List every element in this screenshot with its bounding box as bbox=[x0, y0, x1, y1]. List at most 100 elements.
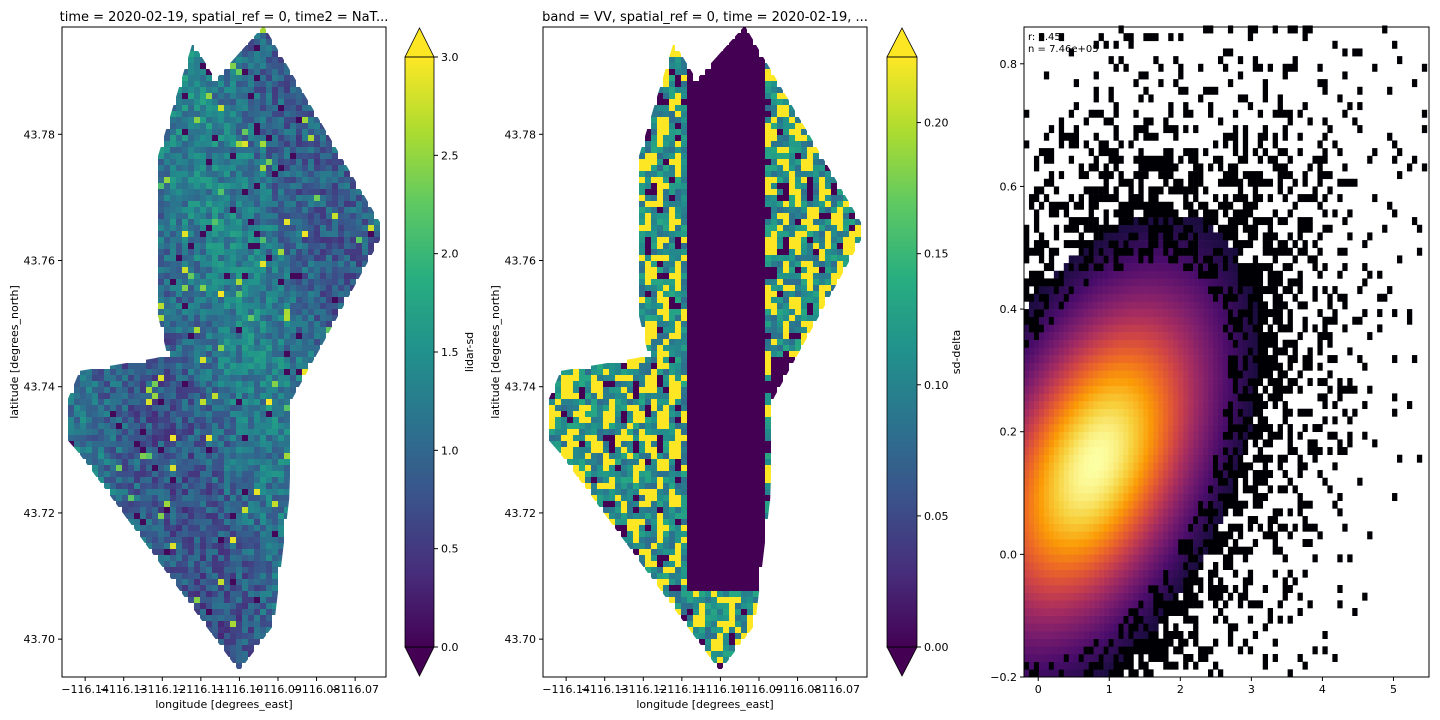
map-cell bbox=[194, 363, 200, 369]
map-cell bbox=[230, 249, 236, 255]
map-cell bbox=[200, 267, 206, 273]
map-cell bbox=[681, 417, 687, 423]
map-cell bbox=[212, 123, 218, 129]
map-cell bbox=[663, 183, 669, 189]
map-cell bbox=[200, 543, 206, 549]
map-cell bbox=[200, 297, 206, 303]
map-cell bbox=[200, 171, 206, 177]
map-cell bbox=[194, 327, 200, 333]
map-cell bbox=[314, 177, 320, 183]
map-cell bbox=[146, 531, 152, 537]
map-cell bbox=[266, 249, 272, 255]
map-cell bbox=[308, 279, 314, 285]
map-cell bbox=[669, 363, 675, 369]
map-cell bbox=[753, 459, 759, 465]
map-cell bbox=[272, 219, 278, 225]
map-cell bbox=[741, 309, 747, 315]
map-cell bbox=[170, 351, 176, 357]
map-cell bbox=[206, 435, 212, 441]
map-cell bbox=[753, 393, 759, 399]
map-cell bbox=[344, 177, 350, 183]
map-cell bbox=[194, 123, 200, 129]
map-cell bbox=[230, 435, 236, 441]
map-cell bbox=[230, 429, 236, 435]
map-cell bbox=[723, 69, 729, 75]
map-cell bbox=[224, 597, 230, 603]
map-cell bbox=[188, 141, 194, 147]
map-cell bbox=[218, 435, 224, 441]
map-cell bbox=[747, 267, 753, 273]
map-cell bbox=[236, 645, 242, 651]
y-tick-label: 43.72 bbox=[24, 507, 56, 520]
map-cell bbox=[302, 105, 308, 111]
map-cell bbox=[789, 183, 795, 189]
map-cell bbox=[326, 315, 332, 321]
map-cell bbox=[669, 459, 675, 465]
map-cell bbox=[236, 99, 242, 105]
map-cell bbox=[753, 105, 759, 111]
map-cell bbox=[230, 231, 236, 237]
map-cell bbox=[152, 501, 158, 507]
map-cell bbox=[849, 237, 855, 243]
map-cell bbox=[164, 489, 170, 495]
map-cell bbox=[242, 111, 248, 117]
map-cell bbox=[254, 411, 260, 417]
map-cell bbox=[260, 531, 266, 537]
map-cell bbox=[188, 123, 194, 129]
map-cell bbox=[579, 417, 585, 423]
map-cell bbox=[657, 291, 663, 297]
map-cell bbox=[218, 501, 224, 507]
map-cell bbox=[314, 315, 320, 321]
map-cell bbox=[200, 351, 206, 357]
map-cell bbox=[302, 321, 308, 327]
map-cell bbox=[260, 183, 266, 189]
map-cell bbox=[663, 387, 669, 393]
map-cell bbox=[819, 225, 825, 231]
map-cell bbox=[681, 315, 687, 321]
map-cell bbox=[338, 285, 344, 291]
map-cell bbox=[236, 333, 242, 339]
map-cell bbox=[218, 297, 224, 303]
map-cell bbox=[218, 369, 224, 375]
map-cell bbox=[819, 207, 825, 213]
map-cell bbox=[651, 339, 657, 345]
map-cell bbox=[675, 219, 681, 225]
map-cell bbox=[717, 135, 723, 141]
map-cell bbox=[182, 435, 188, 441]
map-cell bbox=[639, 147, 645, 153]
map-cell bbox=[591, 393, 597, 399]
map-cell bbox=[723, 57, 729, 63]
map-cell bbox=[729, 255, 735, 261]
map-cell bbox=[789, 231, 795, 237]
map-cell bbox=[254, 105, 260, 111]
map-cell bbox=[200, 519, 206, 525]
map-cell bbox=[278, 273, 284, 279]
map-cell bbox=[254, 531, 260, 537]
map-cell bbox=[573, 429, 579, 435]
map-cell bbox=[801, 243, 807, 249]
map-cell bbox=[711, 177, 717, 183]
map-cell bbox=[152, 507, 158, 513]
map-cell bbox=[290, 393, 296, 399]
map-cell bbox=[284, 363, 290, 369]
map-cell bbox=[777, 219, 783, 225]
map-cell bbox=[158, 561, 164, 567]
map-cell bbox=[230, 93, 236, 99]
map-cell bbox=[242, 249, 248, 255]
map-cell bbox=[663, 297, 669, 303]
map-cell bbox=[194, 63, 200, 69]
map-cell bbox=[320, 189, 326, 195]
map-cell bbox=[639, 357, 645, 363]
map-cell bbox=[717, 69, 723, 75]
map-cell bbox=[759, 219, 765, 225]
map-cell bbox=[254, 63, 260, 69]
map-cell bbox=[206, 177, 212, 183]
map-cell bbox=[765, 99, 771, 105]
map-cell bbox=[633, 435, 639, 441]
map-cell bbox=[723, 333, 729, 339]
map-cell bbox=[230, 165, 236, 171]
map-cell bbox=[693, 243, 699, 249]
map-cell bbox=[284, 411, 290, 417]
map-cell bbox=[182, 327, 188, 333]
map-cell bbox=[651, 315, 657, 321]
